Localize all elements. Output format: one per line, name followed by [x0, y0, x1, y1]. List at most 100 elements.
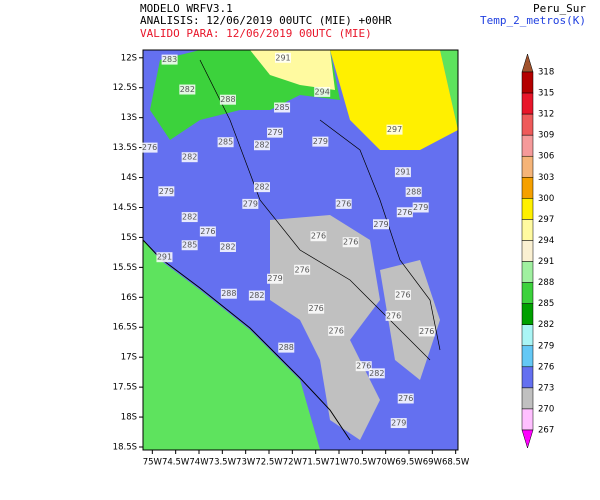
- contour-label: 291: [395, 168, 410, 177]
- contour-label: 291: [157, 253, 172, 262]
- contour-label: 276: [308, 304, 323, 313]
- contour-label: 276: [343, 238, 358, 247]
- contour-label: 288: [279, 343, 294, 352]
- contour-label: 282: [182, 153, 197, 162]
- contour-label: 297: [387, 125, 402, 134]
- contour-label: 279: [159, 187, 174, 196]
- contour-label-box: [181, 212, 198, 223]
- contour-label: 279: [373, 220, 388, 229]
- x-tick-label: 69.5W: [395, 458, 423, 468]
- x-tick-label: 72W: [283, 458, 303, 468]
- contour-label-box: [158, 186, 175, 197]
- contour-label: 288: [220, 95, 235, 104]
- colorbar-box: [521, 261, 534, 283]
- contour-label: 279: [267, 128, 282, 137]
- x-tick-label: 71W: [329, 458, 349, 468]
- y-tick-label: 13S: [121, 113, 137, 123]
- contour-label: 276: [142, 143, 157, 152]
- contour-label-box: [312, 136, 329, 147]
- y-tick-label: 18.5S: [113, 443, 137, 453]
- contour-label: 283: [162, 55, 177, 64]
- analysis-title: ANALISIS: 12/06/2019 00UTC (MIE) +00HR: [140, 14, 392, 27]
- contour-label-box: [254, 140, 270, 151]
- contour-label-box: [386, 124, 403, 135]
- x-tick-label: 74W: [189, 458, 209, 468]
- contour-label-box: [181, 152, 198, 163]
- contour-label-box: [217, 137, 234, 148]
- colorbar-label: 297: [538, 215, 554, 225]
- contour-label: 282: [249, 291, 264, 300]
- colorbar-label: 318: [538, 68, 554, 78]
- colorbar-box: [521, 240, 534, 262]
- contour-label: 285: [182, 241, 197, 250]
- x-tick-label: 73W: [236, 458, 256, 468]
- y-tick-label: 17S: [121, 353, 137, 363]
- colorbar-label: 288: [538, 278, 554, 288]
- contour-label: 285: [218, 138, 233, 147]
- x-tick-label: 69W: [423, 458, 443, 468]
- colorbar-label: 306: [538, 152, 554, 162]
- contour-label: 276: [336, 199, 351, 208]
- contour-label-box: [267, 273, 284, 284]
- contour-label: 276: [419, 327, 434, 336]
- contour-label-box: [278, 342, 295, 353]
- colorbar-box: [521, 324, 534, 347]
- contour-label: 282: [180, 85, 195, 94]
- contour-label-box: [390, 418, 407, 429]
- colorbar-label: 303: [538, 173, 554, 183]
- x-tick-label: 72.5W: [255, 458, 283, 468]
- domain-title: Peru_Sur: [533, 2, 586, 15]
- contour-label: 282: [369, 369, 384, 378]
- colorbar-box: [521, 92, 534, 115]
- colorbar-label: 300: [538, 194, 554, 204]
- region-lightyellow: [250, 50, 335, 90]
- contour-label-box: [310, 231, 327, 242]
- contour-label-box: [385, 310, 402, 321]
- x-tick-label: 68.5W: [442, 458, 470, 468]
- y-tick-label: 17.5S: [113, 383, 137, 393]
- contour-label-box: [275, 52, 291, 63]
- y-tick-label: 12.5S: [113, 83, 137, 93]
- contour-label: 279: [391, 419, 406, 428]
- contour-label-box: [308, 303, 325, 314]
- contour-label: 279: [243, 199, 258, 208]
- contour-label: 276: [386, 311, 401, 320]
- colorbar-bottom-arrow: [521, 429, 534, 449]
- y-tick-label: 14.5S: [113, 203, 137, 213]
- y-tick-label: 14S: [121, 173, 137, 183]
- model-title: MODELO WRFV3.1: [140, 2, 233, 15]
- contour-label-box: [314, 86, 331, 97]
- colorbar-label: 294: [538, 236, 554, 246]
- colorbar-box: [521, 345, 534, 368]
- contour-label-box: [141, 142, 158, 153]
- colorbar-label: 285: [538, 299, 554, 309]
- contour-label: 276: [356, 362, 371, 371]
- contour-label-box: [156, 252, 173, 263]
- contour-label-box: [219, 94, 236, 105]
- y-tick-label: 15.5S: [113, 263, 137, 273]
- colorbar-label: 315: [538, 89, 554, 99]
- colorbar-box: [521, 219, 534, 241]
- colorbar-top-arrow: [521, 53, 534, 73]
- colorbar-label: 273: [538, 383, 554, 393]
- contour-label-box: [335, 198, 352, 209]
- x-tick-label: 71.5W: [302, 458, 330, 468]
- border-line: [199, 59, 431, 361]
- y-tick-label: 15S: [121, 233, 137, 243]
- contour-label-box: [328, 325, 345, 336]
- contour-label: 276: [294, 265, 309, 274]
- colorbar-label: 267: [538, 426, 554, 436]
- contour-label: 285: [274, 103, 289, 112]
- contour-label: 294: [315, 87, 330, 96]
- contour-label-box: [294, 264, 311, 275]
- contour-label-box: [412, 202, 429, 213]
- contour-label-box: [396, 207, 413, 218]
- contour-label-box: [368, 368, 385, 379]
- colorbar-box: [521, 155, 534, 178]
- colorbar-box: [521, 408, 534, 431]
- y-tick-label: 18S: [121, 413, 137, 423]
- contour-label: 276: [329, 326, 344, 335]
- contour-label: 276: [397, 208, 412, 217]
- contour-label-box: [254, 182, 270, 193]
- contour-label-box: [161, 54, 178, 65]
